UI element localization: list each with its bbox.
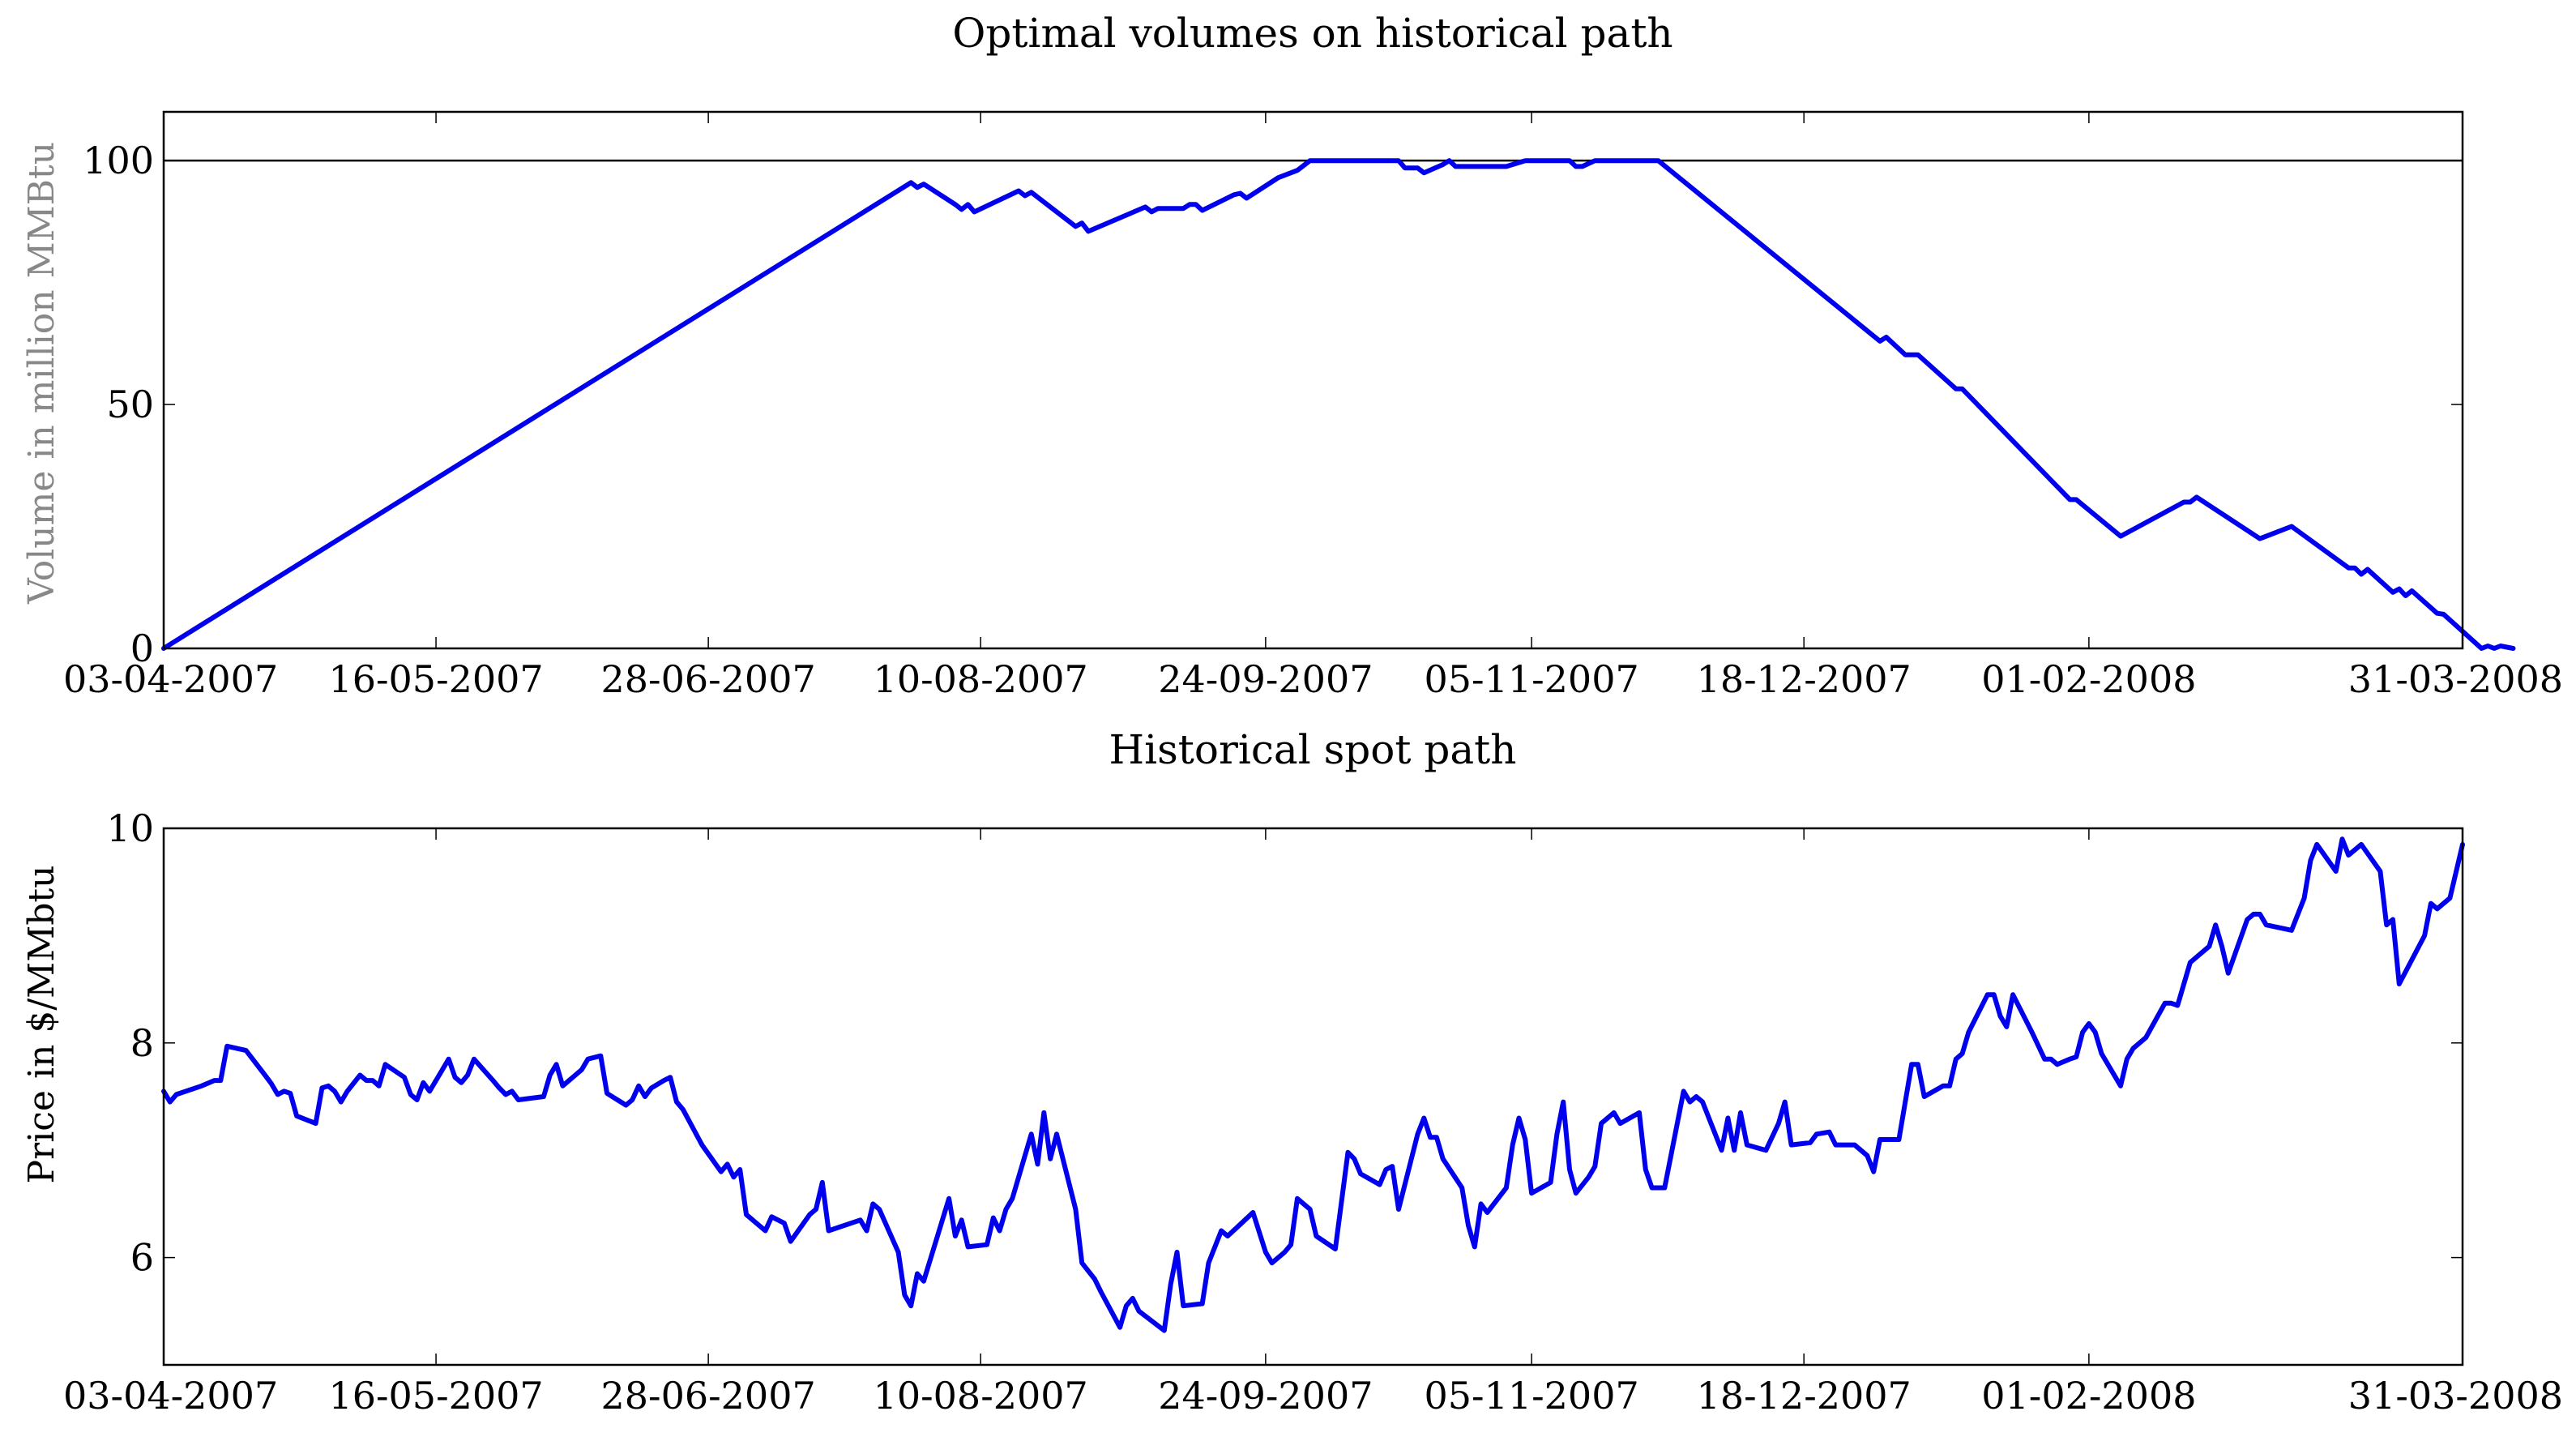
volume-marks [161, 158, 2516, 651]
volume-x-tick-label: 01-02-2008 [1981, 657, 2196, 701]
volume-x-tick-label: 18-12-2007 [1697, 657, 1912, 701]
volume-x-tick-label: 28-06-2007 [601, 657, 816, 701]
volume-x-tick-label: 05-11-2007 [1425, 657, 1639, 701]
price-ticks: 03-04-2007 16-05-2007 28-06-2007 10-08-2007… [63, 806, 2563, 1418]
price-x-tick-label: 18-12-2007 [1697, 1374, 1912, 1418]
price-x-tick-label: 28-06-2007 [601, 1374, 816, 1418]
price-x-tick-label: 10-08-2007 [874, 1374, 1088, 1418]
volume-x-tick-label: 16-05-2007 [328, 657, 543, 701]
volume-y-tick-label: 50 [106, 383, 154, 426]
volume-series-line [161, 158, 2516, 651]
volume-x-tick-label: 10-08-2007 [874, 657, 1088, 701]
price-series-line [161, 836, 2465, 1333]
price-y-axis-label: Price in $/MMbtu [21, 866, 62, 1184]
volume-y-axis-label: Volume in million MMBtu [21, 142, 62, 605]
price-y-tick-label: 8 [130, 1021, 154, 1065]
price-x-tick-label: 24-09-2007 [1158, 1374, 1373, 1418]
price-chart: Historical spot path Price in $/MMbtu 03… [21, 726, 2563, 1418]
volume-x-tick-label: 31-03-2008 [2348, 657, 2563, 701]
price-marks [161, 836, 2465, 1333]
price-chart-title: Historical spot path [1109, 726, 1517, 773]
volume-x-tick-label: 03-04-2007 [63, 657, 278, 701]
volume-x-tick-label: 24-09-2007 [1158, 657, 1373, 701]
volume-chart: Optimal volumes on historical path Volum… [21, 10, 2563, 701]
price-y-tick-label: 10 [106, 806, 154, 850]
volume-y-tick-label: 100 [83, 139, 154, 182]
volume-ticks: 03-04-2007 16-05-2007 28-06-2007 10-08-2007… [63, 112, 2563, 701]
price-x-tick-label: 31-03-2008 [2348, 1374, 2563, 1418]
price-y-tick-label: 6 [130, 1236, 154, 1280]
price-x-tick-label: 01-02-2008 [1981, 1374, 2196, 1418]
price-x-tick-label: 16-05-2007 [328, 1374, 543, 1418]
volume-y-tick-label: 0 [130, 627, 154, 670]
price-x-tick-label: 03-04-2007 [63, 1374, 278, 1418]
volume-chart-title: Optimal volumes on historical path [952, 10, 1672, 57]
volume-plot-frame [162, 110, 2464, 650]
price-plot-frame [162, 827, 2464, 1366]
price-x-tick-label: 05-11-2007 [1425, 1374, 1639, 1418]
